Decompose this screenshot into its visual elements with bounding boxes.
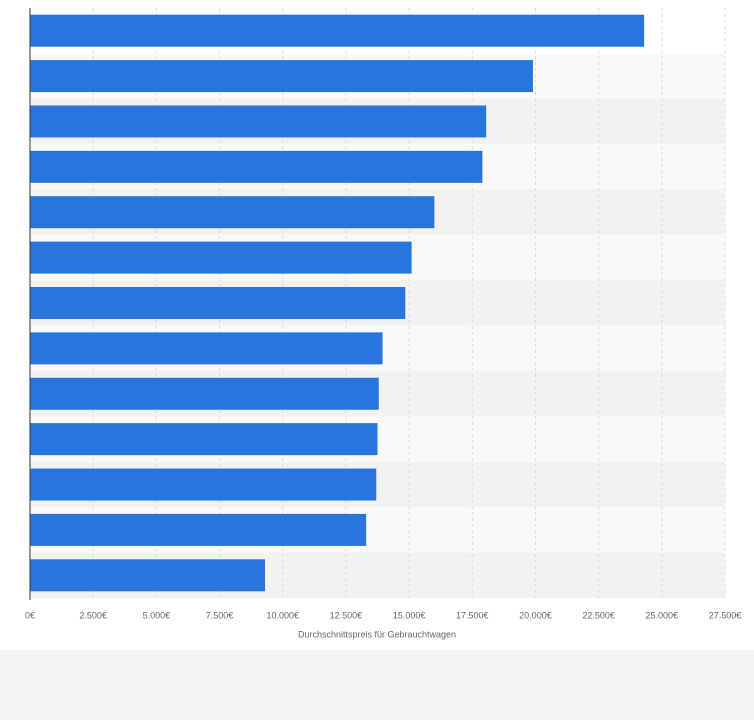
bar — [30, 513, 367, 546]
bar — [30, 60, 533, 93]
bar — [30, 241, 412, 274]
bar — [30, 150, 483, 183]
bar — [30, 377, 379, 410]
bar — [30, 559, 266, 592]
bar — [30, 423, 378, 456]
x-tick-label: 22.500€ — [582, 610, 615, 620]
x-tick-label: 27.500€ — [709, 610, 742, 620]
x-tick-label: 17.500€ — [456, 610, 489, 620]
bar — [30, 14, 645, 47]
x-tick-label: 25.000€ — [646, 610, 679, 620]
footer-band — [0, 650, 754, 720]
x-tick-label: 10.000€ — [266, 610, 299, 620]
x-tick-label: 15.000€ — [393, 610, 426, 620]
x-axis-label: Durchschnittspreis für Gebrauchtwagen — [298, 629, 456, 639]
bar — [30, 105, 487, 138]
x-tick-label: 5.000€ — [143, 610, 171, 620]
x-tick-label: 2.500€ — [79, 610, 107, 620]
x-tick-label: 0€ — [25, 610, 35, 620]
bar — [30, 468, 377, 501]
x-tick-label: 12.500€ — [330, 610, 363, 620]
x-tick-label: 7.500€ — [206, 610, 234, 620]
bar — [30, 287, 406, 319]
bar — [30, 332, 383, 365]
bar — [30, 196, 435, 229]
x-tick-label: 20.000€ — [519, 610, 552, 620]
